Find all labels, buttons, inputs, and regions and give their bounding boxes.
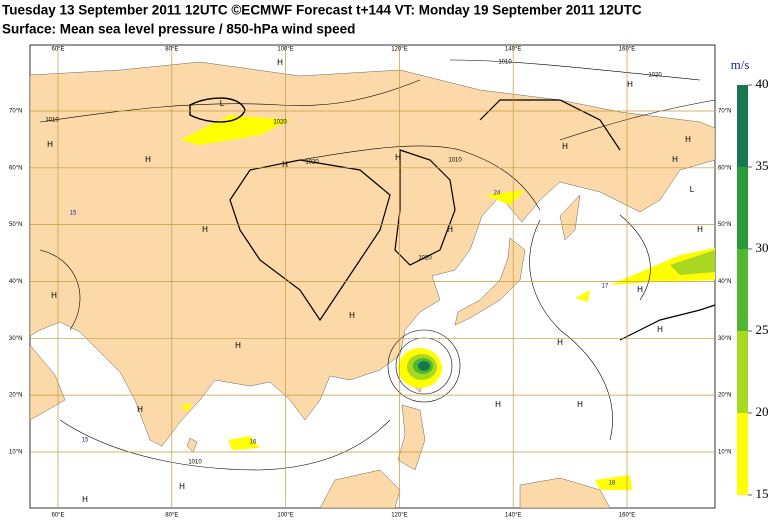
isobar-label: 1010 [45, 118, 59, 124]
land [29, 61, 716, 447]
lat-label: 20°N [9, 393, 22, 399]
subtitle: Surface: Mean sea level pressure / 850-h… [2, 22, 355, 37]
pressure-center: H [82, 495, 88, 504]
lat-label: 10°N [718, 450, 731, 456]
lat-label: 70°N [9, 109, 22, 115]
map-labels: 60°E 60°E 80°E 80°E 100°E 100°E 120°E 120°E 140°… [9, 45, 731, 519]
pressure-center: H [627, 80, 633, 89]
title: Tuesday 13 September 2011 12UTC ©ECMWF F… [2, 3, 642, 18]
pressure-center: H [697, 225, 703, 234]
wind-max-label: 18 [609, 481, 616, 487]
pressure-center: L [690, 185, 695, 194]
lon-label: 140°E [505, 513, 521, 519]
lat-label: 20°N [718, 393, 731, 399]
pressure-center: H [685, 135, 691, 144]
isobar-label: 1010 [498, 60, 512, 66]
colorbar-tick-label: 40 [756, 76, 769, 91]
wind-max-label: 17 [602, 284, 609, 290]
wind-max-label: 16 [250, 440, 257, 446]
lon-label: 60°E [51, 513, 64, 519]
lat-label: 40°N [718, 279, 731, 285]
lon-label: 80°E [165, 513, 178, 519]
colorbar-tick-label: 30 [756, 240, 769, 255]
colorbar-tick-label: 15 [756, 486, 769, 501]
pressure-center: H [145, 155, 151, 164]
lon-label: 120°E [391, 47, 407, 53]
pressure-center: H [202, 225, 208, 234]
lat-label: 40°N [9, 279, 22, 285]
land [519, 477, 611, 509]
isobar-label: 1020 [648, 73, 662, 79]
lon-label: 120°E [391, 513, 407, 519]
lon-label: 100°E [277, 513, 293, 519]
land [319, 469, 401, 509]
pressure-center: H [179, 482, 185, 491]
pressure-center: H [577, 400, 583, 409]
pressure-center: H [282, 160, 288, 169]
pressure-center: H [495, 400, 501, 409]
wind-max-label: 15 [70, 211, 77, 217]
pressure-center: H [349, 311, 355, 320]
isobar-label: 1020 [418, 256, 432, 262]
colorbar-segment [737, 413, 748, 495]
lat-label: 30°N [9, 336, 22, 342]
colorbar-segment [737, 85, 748, 167]
land [397, 404, 426, 471]
lon-label: 80°E [165, 47, 178, 53]
colorbar-unit: m/s [731, 57, 750, 72]
pressure-center: H [672, 155, 678, 164]
pressure-center: H [277, 58, 283, 67]
colorbar-segment [737, 249, 748, 331]
lon-label: 100°E [277, 47, 293, 53]
wind-max-label: 15 [82, 438, 89, 444]
pressure-center: H [637, 285, 643, 294]
isobars [39, 59, 716, 471]
pressure-center: H [51, 291, 57, 300]
lon-label: 160°E [619, 47, 635, 53]
lat-label: 30°N [718, 336, 731, 342]
lat-label: 70°N [718, 109, 731, 115]
map [29, 44, 716, 509]
pressure-center: H [395, 153, 401, 162]
colorbar-segment [737, 331, 748, 413]
isobar-label: 1020 [273, 120, 287, 126]
pressure-center: H [557, 338, 563, 347]
colorbar-tick-label: 25 [756, 322, 769, 337]
pressure-center: H [235, 341, 241, 350]
lat-label: 50°N [9, 222, 22, 228]
colorbar: m/s 15 20 25 30 35 40 [731, 57, 769, 501]
pressure-center: H [47, 140, 53, 149]
colorbar-segment [737, 167, 748, 249]
pressure-center: H [657, 325, 663, 334]
pressure-center: L [220, 99, 225, 108]
lat-label: 10°N [9, 450, 22, 456]
lon-label: 60°E [51, 47, 64, 53]
colorbar-tick-label: 35 [756, 158, 769, 173]
lon-label: 160°E [619, 513, 635, 519]
lon-label: 140°E [505, 47, 521, 53]
wind-max-label: 24 [494, 191, 501, 197]
pressure-center: H [447, 225, 453, 234]
colorbar-tick-label: 20 [756, 404, 769, 419]
pressure-center: H [137, 405, 143, 414]
pressure-center: H [562, 142, 568, 151]
lat-label: 60°N [9, 165, 22, 171]
isobar-label: 1010 [448, 158, 462, 164]
lat-label: 50°N [718, 222, 731, 228]
isobar-label: 1020 [305, 160, 319, 166]
wind-shading [180, 115, 715, 490]
lat-label: 60°N [718, 165, 731, 171]
land [454, 237, 526, 326]
land [559, 194, 581, 241]
isobar-label: 1010 [188, 460, 202, 466]
